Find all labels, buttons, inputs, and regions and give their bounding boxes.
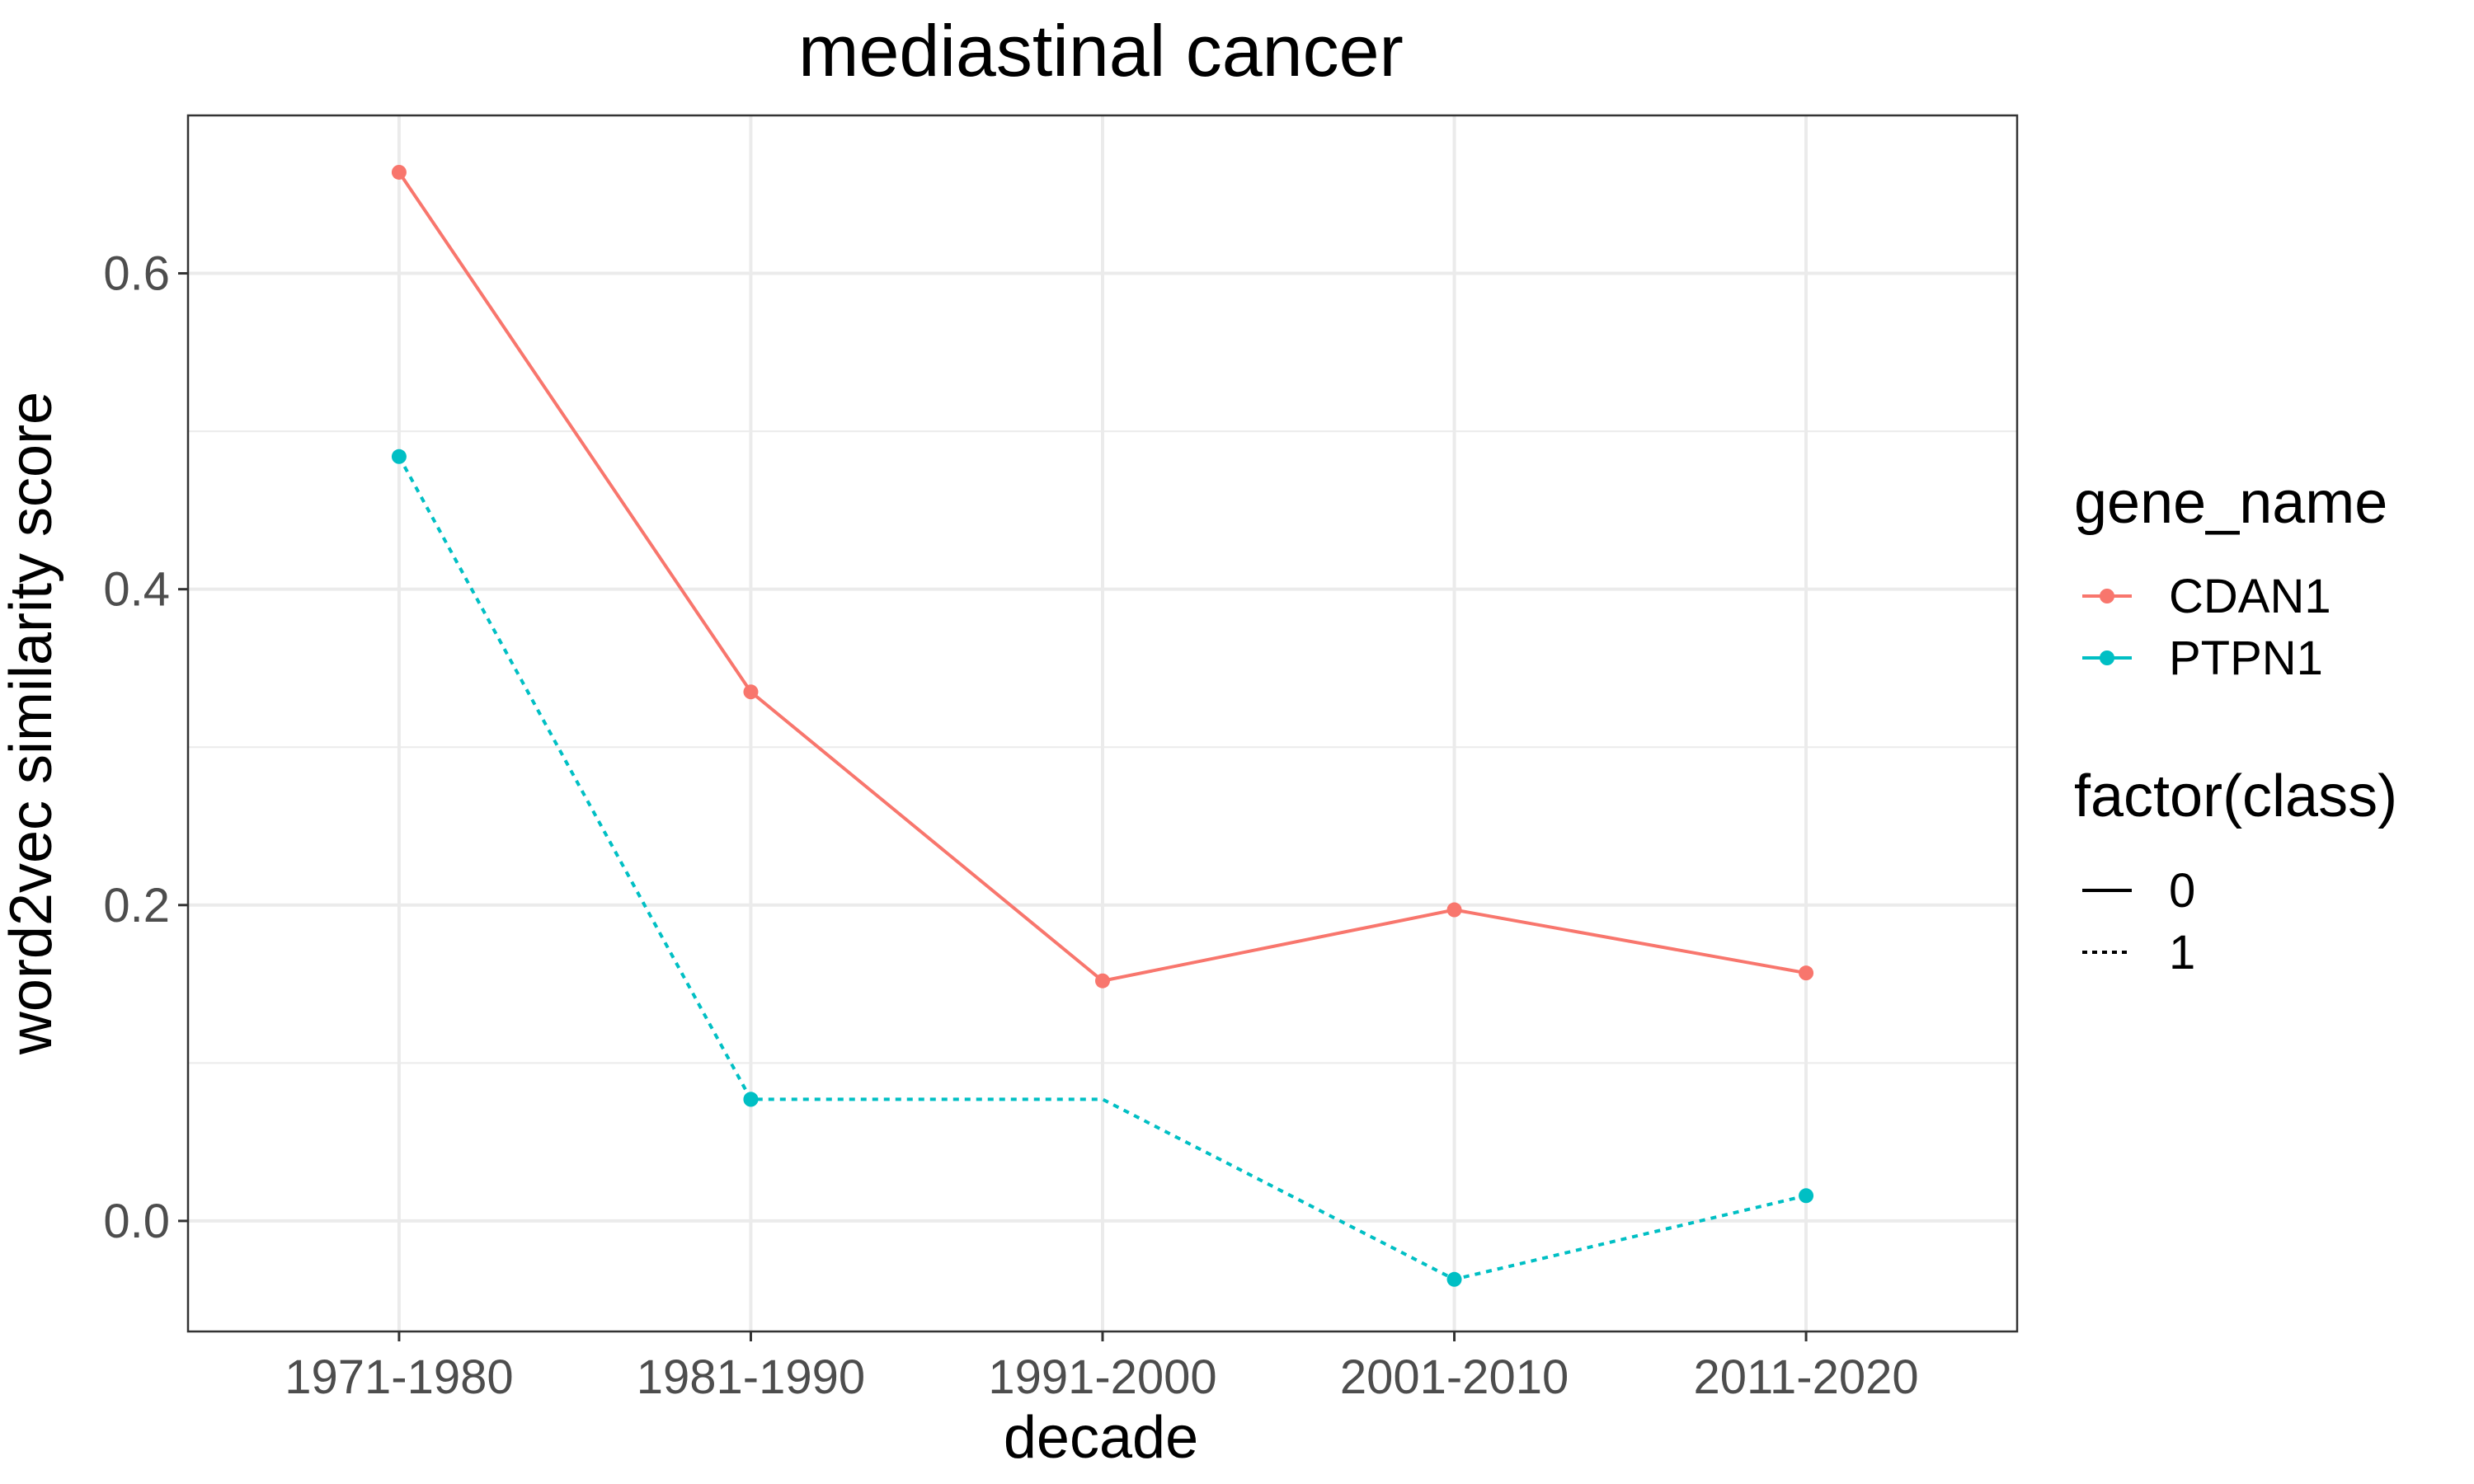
gridlines (188, 115, 2017, 1331)
legend-label: 0 (2169, 864, 2195, 918)
series-layer (391, 164, 1814, 1287)
y-axis-title: word2vec similarity score (0, 392, 64, 1055)
x-tick-label: 2011-2020 (1694, 1350, 1919, 1404)
legend-key-point (2100, 650, 2114, 665)
x-tick-label: 1981-1990 (637, 1350, 865, 1404)
y-tick-label: 0.2 (103, 879, 170, 932)
y-tick-label: 0.0 (103, 1195, 170, 1248)
legend-key-point (2100, 589, 2114, 603)
x-tick-label: 2001-2010 (1340, 1350, 1569, 1404)
data-point-cdan1 (391, 164, 407, 180)
legend-label: PTPN1 (2169, 632, 2323, 685)
data-point-ptpn1 (391, 448, 407, 464)
data-point-cdan1 (743, 684, 759, 700)
chart-title: mediastinal cancer (798, 10, 1404, 92)
data-point-cdan1 (1446, 902, 1462, 918)
x-axis: 1971-1980 1981-1990 1991-2000 2001-2010 2011… (285, 1331, 1919, 1404)
data-point-cdan1 (1095, 973, 1110, 989)
data-point-cdan1 (1799, 965, 1814, 981)
legend-title-gene-name: gene_name (2074, 470, 2387, 536)
y-tick-label: 0.6 (103, 247, 170, 301)
data-point-ptpn1 (743, 1092, 759, 1107)
x-axis-title: decade (1004, 1405, 1198, 1471)
legend-title-class: factor(class) (2074, 763, 2397, 829)
legend: gene_name CDAN1 PTPN1 factor(class) 0 1 (2074, 470, 2397, 979)
series-line-ptpn1 (397, 455, 1807, 1281)
data-point-ptpn1 (1446, 1271, 1462, 1287)
x-tick-label: 1991-2000 (988, 1350, 1216, 1404)
plot-panel (186, 114, 2019, 1333)
legend-label: 1 (2169, 926, 2195, 979)
legend-label: CDAN1 (2169, 570, 2331, 623)
y-axis: 0.0 0.2 0.4 0.6 (103, 247, 188, 1248)
y-tick-label: 0.4 (103, 563, 170, 617)
data-point-ptpn1 (1799, 1188, 1814, 1204)
x-tick-label: 1971-1980 (285, 1350, 513, 1404)
